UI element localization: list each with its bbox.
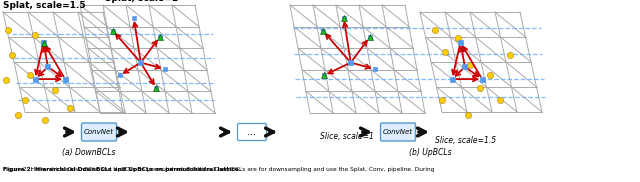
Text: Splat, scale=1: Splat, scale=1	[105, 0, 178, 3]
Bar	[368, 35, 372, 39]
FancyBboxPatch shape	[237, 124, 266, 141]
Bar	[342, 16, 346, 20]
Bar	[157, 35, 162, 39]
Bar	[322, 73, 326, 77]
Text: ConvNet: ConvNet	[84, 129, 114, 135]
Text: (b) UpBCLs: (b) UpBCLs	[409, 148, 451, 157]
Bar	[33, 77, 38, 82]
Bar	[138, 60, 143, 65]
Bar	[450, 77, 454, 82]
Bar	[111, 29, 115, 33]
Text: Figure 2: Hierarchical DownBCLs and UpBCLs on permutohedral lattice.: Figure 2: Hierarchical DownBCLs and UpBC…	[3, 167, 241, 172]
Bar	[118, 73, 122, 77]
Bar	[348, 60, 353, 65]
Text: Slice, scale=1.5: Slice, scale=1.5	[435, 136, 496, 145]
Text: ConvNet: ConvNet	[383, 129, 413, 135]
Bar	[462, 64, 467, 69]
Bar	[132, 16, 136, 20]
Text: ...: ...	[248, 127, 257, 137]
Bar	[479, 77, 484, 82]
Bar	[41, 40, 46, 45]
Bar	[154, 86, 158, 90]
Bar	[321, 29, 324, 33]
Text: Figure 2: Hierarchical DownBCLs and UpBCLs on permutohedral lattice. DownBCLs ar: Figure 2: Hierarchical DownBCLs and UpBC…	[3, 167, 435, 172]
Bar	[458, 40, 463, 45]
FancyBboxPatch shape	[381, 123, 415, 141]
FancyBboxPatch shape	[81, 123, 116, 141]
Bar	[45, 64, 51, 69]
Text: Slice, scale=1: Slice, scale=1	[320, 132, 374, 141]
Text: Splat, scale=1.5: Splat, scale=1.5	[3, 1, 86, 10]
Bar	[63, 77, 68, 82]
Bar	[163, 67, 167, 71]
Bar	[372, 67, 377, 71]
Text: (a) DownBCLs: (a) DownBCLs	[62, 148, 116, 157]
